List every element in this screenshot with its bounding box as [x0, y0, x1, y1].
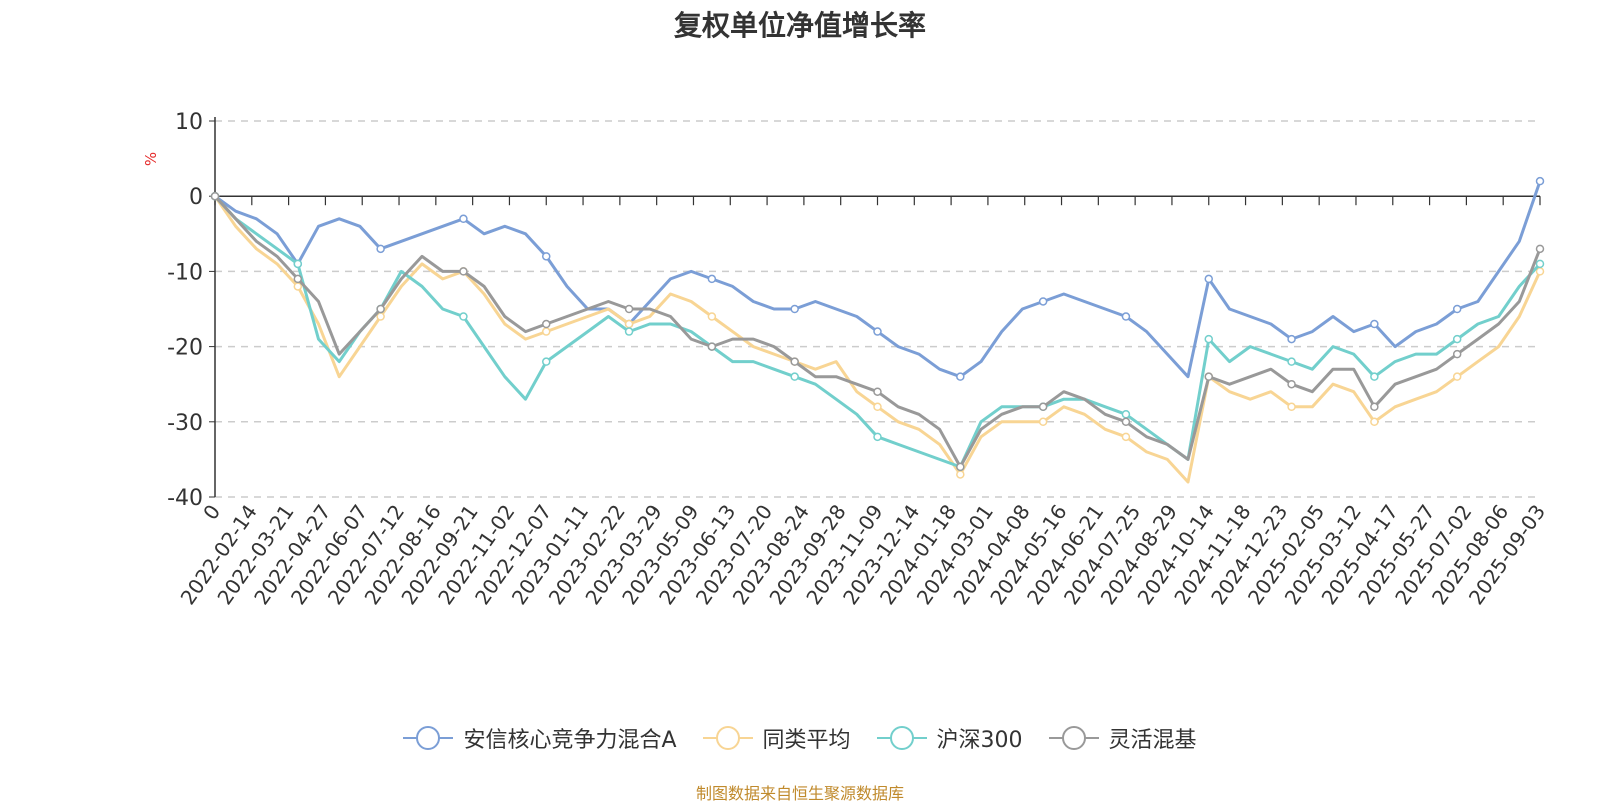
series-point-1	[1287, 402, 1296, 412]
legend-label-flexible-hybrid: 灵活混基	[1108, 728, 1197, 753]
series-point-0	[542, 252, 551, 261]
series-point-2	[293, 259, 303, 269]
legend-item-fund[interactable]: 安信核心竞争力混合A	[403, 722, 677, 754]
series-point-1	[956, 470, 965, 479]
series-point-1	[1370, 417, 1379, 427]
series-point-1	[542, 327, 551, 336]
legend: 安信核心竞争力混合A 同类平均 沪深300 灵活混基	[0, 722, 1600, 754]
series-point-1	[1038, 417, 1048, 427]
series-point-2	[1370, 372, 1379, 381]
y-tick-label: -40	[167, 486, 203, 511]
legend-marker-category-average	[702, 726, 753, 750]
series-point-2	[1287, 357, 1296, 366]
y-tick-label: 10	[175, 110, 203, 135]
series-point-1	[376, 312, 385, 321]
series-point-3	[293, 274, 303, 284]
line-chart: 100-10-20-30-4002022-02-142022-03-212022…	[167, 110, 1550, 609]
series-point-3	[873, 387, 882, 396]
series-point-1	[624, 319, 634, 329]
series-point-3	[1204, 372, 1213, 381]
chart-title: 复权单位净值增长率	[673, 9, 926, 42]
legend-label-category-average: 同类平均	[762, 728, 851, 753]
y-tick-label: 0	[189, 185, 203, 210]
series-point-2	[542, 357, 551, 366]
series-point-1	[293, 282, 303, 291]
series-point-0	[1038, 297, 1048, 306]
series-point-3	[459, 267, 468, 276]
series-point-1	[707, 312, 717, 321]
series-point-3	[376, 304, 385, 314]
series-point-0	[1535, 176, 1545, 186]
series-point-0	[1287, 334, 1296, 344]
series-point-2	[873, 432, 882, 442]
series-point-3	[210, 191, 220, 201]
series-point-1	[1121, 432, 1131, 442]
series-point-0	[1370, 319, 1379, 329]
series-point-3	[1121, 417, 1131, 427]
legend-label-fund: 安信核心竞争力混合A	[463, 728, 677, 753]
series-point-0	[376, 244, 385, 254]
series-point-3	[1452, 349, 1462, 359]
series-point-2	[1121, 410, 1131, 419]
series-point-3	[542, 319, 551, 329]
y-tick-label: -20	[167, 336, 203, 361]
y-tick-label: -30	[167, 411, 203, 436]
series-point-3	[707, 342, 717, 351]
legend-item-flexible-hybrid[interactable]: 灵活混基	[1048, 722, 1197, 754]
legend-marker-csi300	[876, 726, 927, 750]
series-point-1	[1535, 267, 1545, 276]
series-point-0	[790, 304, 799, 314]
series-point-2	[624, 327, 634, 336]
x-tick-label: 0	[198, 500, 225, 524]
legend-item-category-average[interactable]: 同类平均	[702, 722, 851, 754]
data-source-note: 制图数据来自恒生聚源数据库	[695, 784, 904, 803]
series-point-3	[1038, 402, 1048, 412]
series-point-3	[1370, 402, 1379, 412]
series-point-1	[1452, 372, 1462, 381]
legend-marker-fund	[403, 726, 454, 750]
series-point-0	[956, 372, 965, 381]
series-point-2	[1535, 259, 1545, 269]
y-tick-label: -10	[167, 260, 203, 285]
series-point-2	[1452, 334, 1462, 344]
series-point-0	[1204, 274, 1213, 284]
series-point-3	[624, 304, 634, 314]
series-point-0	[873, 327, 882, 336]
series-point-0	[707, 274, 717, 284]
series-point-0	[1452, 304, 1462, 314]
series-point-0	[1121, 312, 1131, 321]
series-point-1	[873, 402, 882, 412]
series-point-3	[1287, 379, 1296, 389]
series-point-0	[459, 214, 468, 224]
legend-marker-flexible-hybrid	[1048, 726, 1099, 750]
series-point-2	[1204, 334, 1213, 344]
series-point-3	[1535, 244, 1545, 254]
legend-label-csi300: 沪深300	[936, 728, 1023, 753]
series-point-2	[790, 372, 799, 381]
series-point-3	[790, 357, 799, 366]
series-point-3	[956, 462, 965, 472]
legend-item-csi300[interactable]: 沪深300	[876, 722, 1023, 754]
series-point-2	[459, 312, 468, 321]
